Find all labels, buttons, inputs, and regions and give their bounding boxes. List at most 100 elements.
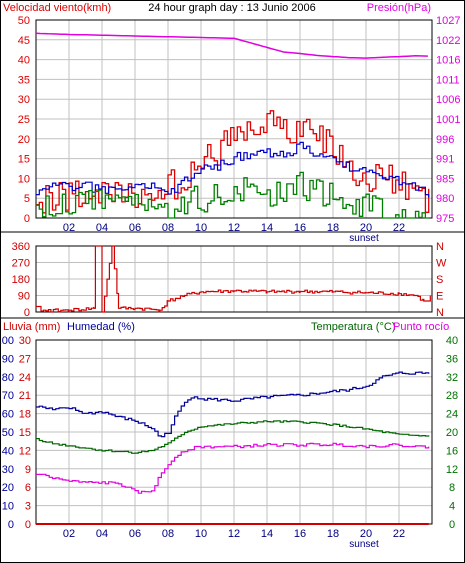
pressure-tick-label: 996: [436, 134, 454, 146]
temperature-tick-label: 36: [446, 353, 458, 365]
x-tick-label: 12: [228, 528, 240, 540]
x-tick-label: 20: [360, 222, 372, 234]
sunset-label: sunset: [349, 539, 379, 550]
humidity-axis-label: Humedad (%): [67, 321, 135, 333]
rain-tick-label: 6: [25, 482, 31, 494]
x-tick-label: 08: [162, 528, 174, 540]
pressure-tick-label: 975: [436, 213, 454, 225]
wind-tick-label: 15: [18, 154, 30, 166]
pressure-tick-label: 985: [436, 173, 454, 185]
humidity-tick-label: 0: [8, 519, 14, 531]
series-temperature-line: [36, 420, 430, 454]
chart-title: 24 hour graph day : 13 Junio 2006: [148, 2, 316, 14]
wind-tick-label: 5: [24, 193, 30, 205]
rain-tick-label: 9: [25, 464, 31, 476]
humidity-tick-label: 80: [2, 372, 14, 384]
series-dewpoint-line: [36, 442, 430, 494]
rain-tick-label: 18: [19, 409, 31, 421]
series-wind-avg-line: [36, 141, 430, 198]
direction-compass-label: W: [436, 258, 447, 270]
pressure-axis-label: Presión(hPa): [367, 2, 431, 14]
x-tick-label: 10: [195, 222, 207, 234]
temperature-tick-label: 4: [449, 501, 455, 513]
rain-tick-label: 27: [19, 353, 31, 365]
rain-tick-label: 15: [19, 427, 31, 439]
wind-tick-label: 0: [24, 213, 30, 225]
humidity-tick-label: 70: [2, 390, 14, 402]
temperature-axis-label: Temperatura (°C): [311, 321, 395, 333]
x-tick-label: 18: [327, 222, 339, 234]
direction-compass-label: S: [436, 274, 443, 286]
temperature-tick-label: 8: [449, 482, 455, 494]
wind-tick-label: 35: [18, 74, 30, 86]
rain-tick-label: 0: [25, 519, 31, 531]
humidity-tick-label: 100: [0, 335, 14, 347]
x-tick-label: 14: [261, 528, 273, 540]
rain-tick-label: 12: [19, 445, 31, 457]
rain-tick-label: 24: [19, 372, 31, 384]
temperature-tick-label: 16: [446, 445, 458, 457]
wind-tick-label: 25: [18, 114, 30, 126]
direction-compass-label: N: [436, 307, 444, 319]
series-pressure-line: [35, 32, 428, 59]
humidity-tick-label: 20: [2, 482, 14, 494]
wind-tick-label: 30: [18, 94, 30, 106]
x-tick-label: 02: [63, 222, 75, 234]
humidity-tick-label: 90: [2, 353, 14, 365]
x-tick-label: 06: [129, 528, 141, 540]
x-tick-label: 02: [63, 528, 75, 540]
temperature-tick-label: 20: [446, 427, 458, 439]
sunset-label: sunset: [349, 233, 379, 244]
wind-tick-label: 50: [18, 15, 30, 27]
x-tick-label: 16: [294, 222, 306, 234]
dewpoint-axis-label: Punto rocío: [393, 321, 449, 333]
x-tick-label: 08: [162, 222, 174, 234]
direction-tick-label: 180: [12, 274, 30, 286]
pressure-tick-label: 1027: [436, 15, 460, 27]
plot-frame: [35, 245, 433, 313]
pressure-tick-label: 1016: [436, 55, 460, 67]
x-tick-label: 04: [96, 222, 108, 234]
direction-tick-label: 270: [12, 258, 30, 270]
x-tick-label: 18: [327, 528, 339, 540]
humidity-tick-label: 10: [2, 501, 14, 513]
pressure-tick-label: 1006: [436, 94, 460, 106]
series-gust-line: [36, 171, 429, 219]
x-tick-label: 14: [261, 222, 273, 234]
temperature-tick-label: 24: [446, 409, 458, 421]
humidity-tick-label: 60: [2, 409, 14, 421]
temperature-tick-label: 0: [449, 519, 455, 531]
temperature-tick-label: 40: [446, 335, 458, 347]
x-tick-label: 20: [360, 528, 372, 540]
series-direction-line: [36, 245, 431, 313]
rain-tick-label: 3: [25, 501, 31, 513]
humidity-tick-label: 40: [2, 445, 14, 457]
x-tick-label: 06: [129, 222, 141, 234]
wind-tick-label: 10: [18, 173, 30, 185]
humidity-tick-label: 30: [2, 464, 14, 476]
x-tick-label: 22: [393, 222, 405, 234]
temperature-tick-label: 32: [446, 372, 458, 384]
x-tick-label: 16: [294, 528, 306, 540]
wind-tick-label: 45: [18, 35, 30, 47]
pressure-tick-label: 991: [436, 154, 454, 166]
x-tick-label: 22: [393, 528, 405, 540]
direction-compass-label: E: [436, 291, 443, 303]
direction-tick-label: 360: [12, 241, 30, 253]
temperature-tick-label: 12: [446, 464, 458, 476]
direction-tick-label: 0: [24, 307, 30, 319]
x-tick-label: 12: [228, 222, 240, 234]
pressure-tick-label: 980: [436, 193, 454, 205]
x-tick-label: 10: [195, 528, 207, 540]
rain-tick-label: 21: [19, 390, 31, 402]
pressure-tick-label: 1011: [436, 74, 460, 86]
wind-tick-label: 20: [18, 134, 30, 146]
rain-axis-label: Lluvia (mm): [3, 321, 60, 333]
series-humidity-line: [36, 371, 430, 438]
temperature-tick-label: 28: [446, 390, 458, 402]
direction-tick-label: 90: [18, 291, 30, 303]
wind-axis-label: Velocidad viento(kmh): [3, 2, 111, 14]
humidity-tick-label: 50: [2, 427, 14, 439]
